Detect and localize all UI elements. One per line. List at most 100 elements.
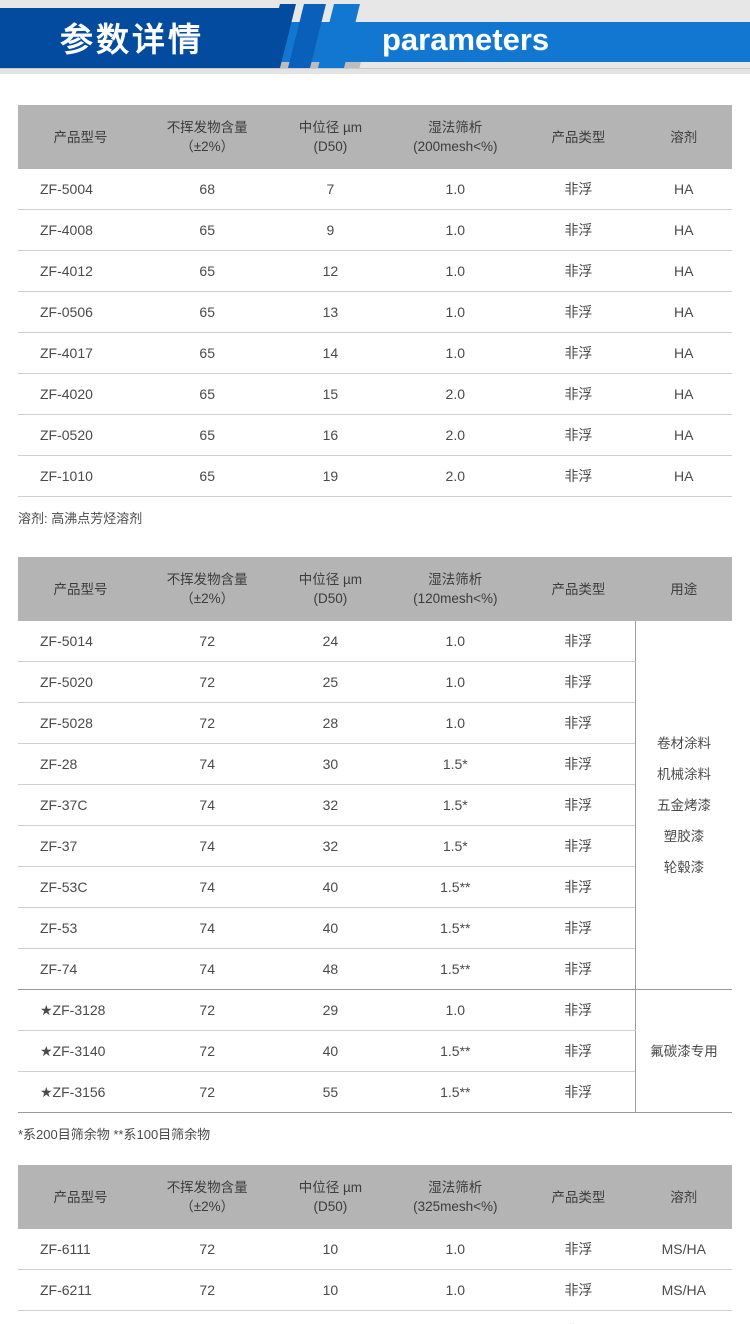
cell-solvent: HA [635, 455, 732, 497]
table-2-note: *系200目筛余物 **系100目筛余物 [18, 1127, 211, 1142]
cell-nonvolatile: 74 [142, 784, 272, 826]
cell-type: 非浮 [521, 702, 636, 744]
cell-sieve: 1.5** [389, 1030, 522, 1072]
col-header-product-type: 产品类型 [521, 105, 636, 169]
col-header-median-diameter: 中位径 µm (D50) [271, 105, 390, 169]
table-row: ZF-4008 65 9 1.0 非浮 HA [18, 209, 732, 251]
cell-sieve: 1.0 [389, 209, 522, 251]
cell-model: ★ZF-3140 [18, 1030, 143, 1072]
cell-nonvolatile: 74 [142, 866, 272, 908]
cell-median: 15 [271, 373, 390, 415]
cell-type: 非浮 [521, 250, 636, 292]
usage-line: 轮毂漆 [663, 859, 705, 875]
cell-type: 非浮 [521, 948, 636, 990]
cell-median: 24 [271, 621, 390, 662]
cell-model: ★ZF-3128 [18, 989, 143, 1031]
header-line-1: 产品类型 [551, 1189, 606, 1205]
cell-nonvolatile: 65 [142, 373, 272, 415]
col-header-wet-sieve: 湿法筛析 (325mesh<%) [389, 1165, 522, 1229]
table-row: ZF-37 74 32 1.5* 非浮 [18, 825, 732, 867]
cell-nonvolatile: 72 [142, 621, 272, 662]
col-header-product-type: 产品类型 [521, 1165, 636, 1229]
cell-sieve: 1.5* [389, 825, 522, 867]
cell-model: ★ZF-3156 [18, 1071, 143, 1113]
header-line-1: 溶剂 [670, 129, 698, 145]
cell-model: ZF-0506 [18, 291, 143, 333]
usage-line: 五金烤漆 [657, 797, 712, 813]
table-1-body: ZF-5004 68 7 1.0 非浮 HA ZF-4008 65 9 1.0 … [18, 169, 732, 497]
cell-median: 25 [271, 661, 390, 703]
table-2-body: ZF-5014 72 24 1.0 非浮 卷材涂料 机械涂料 五金烤漆 塑胶漆 … [18, 621, 732, 1113]
cell-model: ZF-5004 [18, 169, 143, 210]
spec-table-3: 产品型号 不挥发物含量 （±2%） 中位径 µm (D50) 湿法筛析 (325… [18, 1165, 732, 1324]
cell-nonvolatile: 74 [142, 743, 272, 785]
cell-nonvolatile: 72 [142, 1269, 272, 1311]
banner-title-en: parameters [382, 22, 550, 57]
header-line-1: 湿法筛析 [428, 572, 483, 587]
cell-nonvolatile: 72 [142, 702, 272, 744]
table-1-note: 溶剂: 高沸点芳烃溶剂 [18, 511, 143, 526]
cell-sieve: 1.5** [389, 866, 522, 908]
col-header-wet-sieve: 湿法筛析 (120mesh<%) [389, 557, 522, 621]
cell-type: 非浮 [521, 414, 636, 456]
cell-type: 非浮 [521, 866, 636, 908]
cell-median: 12 [271, 250, 390, 292]
usage-line: 机械涂料 [657, 766, 712, 782]
col-header-model: 产品型号 [18, 105, 143, 169]
cell-median: 10 [271, 1269, 390, 1311]
table-3-wrap: 产品型号 不挥发物含量 （±2%） 中位径 µm (D50) 湿法筛析 (325… [0, 1165, 750, 1324]
header-line-1: 湿法筛析 [428, 120, 483, 135]
col-header-model: 产品型号 [18, 557, 143, 621]
cell-usage-group-b: 氟碳漆专用 [635, 989, 732, 1113]
cell-median: 28 [271, 702, 390, 744]
cell-nonvolatile: 72 [142, 1310, 272, 1324]
table-row: ZF-28 74 30 1.5* 非浮 [18, 743, 732, 785]
cell-sieve: 1.5* [389, 784, 522, 826]
header-line-1: 产品型号 [53, 1189, 108, 1205]
cell-sieve: 1.0 [389, 661, 522, 703]
cell-model: ZF-5028 [18, 702, 143, 744]
cell-type: 非浮 [521, 291, 636, 333]
header-line-1: 用途 [670, 581, 698, 597]
cell-type: 非浮 [521, 455, 636, 497]
table-row: ZF-0506 65 13 1.0 非浮 HA [18, 291, 732, 333]
table-row: ZF-6114 72 14 1.0 非浮 MS/HA [18, 1310, 732, 1324]
banner-underline [0, 68, 750, 75]
cell-type: 非浮 [521, 209, 636, 251]
cell-type: 非浮 [521, 907, 636, 949]
cell-nonvolatile: 74 [142, 907, 272, 949]
cell-nonvolatile: 65 [142, 332, 272, 374]
cell-solvent: HA [635, 209, 732, 251]
header-line-2: （±2%） [180, 591, 235, 606]
col-header-nonvolatile: 不挥发物含量 （±2%） [142, 1165, 272, 1229]
cell-model: ZF-6114 [18, 1310, 143, 1324]
usage-line: 卷材涂料 [657, 735, 712, 751]
cell-type: 非浮 [521, 1071, 636, 1113]
cell-nonvolatile: 74 [142, 948, 272, 990]
header-line-2: (D50) [313, 1199, 348, 1214]
cell-median: 48 [271, 948, 390, 990]
table-2-wrap: 产品型号 不挥发物含量 （±2%） 中位径 µm (D50) 湿法筛析 (120… [0, 557, 750, 1113]
cell-type: 非浮 [521, 743, 636, 785]
table-row: ZF-37C 74 32 1.5* 非浮 [18, 784, 732, 826]
cell-solvent: HA [635, 332, 732, 374]
cell-sieve: 2.0 [389, 455, 522, 497]
cell-model: ZF-4020 [18, 373, 143, 415]
banner-light-bar [300, 22, 750, 62]
header-line-2: (D50) [313, 139, 348, 154]
header-line-1: 不挥发物含量 [166, 120, 248, 135]
cell-sieve: 1.0 [389, 250, 522, 292]
table-row: ★ZF-3128 72 29 1.0 非浮 氟碳漆专用 [18, 989, 732, 1113]
header-line-2: (D50) [313, 591, 348, 606]
cell-model: ZF-1010 [18, 455, 143, 497]
col-header-model: 产品型号 [18, 1165, 143, 1229]
cell-sieve: 1.0 [389, 169, 522, 210]
cell-sieve: 1.0 [389, 332, 522, 374]
cell-sieve: 1.0 [389, 1269, 522, 1311]
table-row: ZF-4017 65 14 1.0 非浮 HA [18, 332, 732, 374]
table-row: ZF-0520 65 16 2.0 非浮 HA [18, 414, 732, 456]
cell-sieve: 2.0 [389, 414, 522, 456]
cell-median: 29 [271, 989, 390, 1031]
cell-nonvolatile: 74 [142, 825, 272, 867]
cell-type: 非浮 [521, 1269, 636, 1311]
